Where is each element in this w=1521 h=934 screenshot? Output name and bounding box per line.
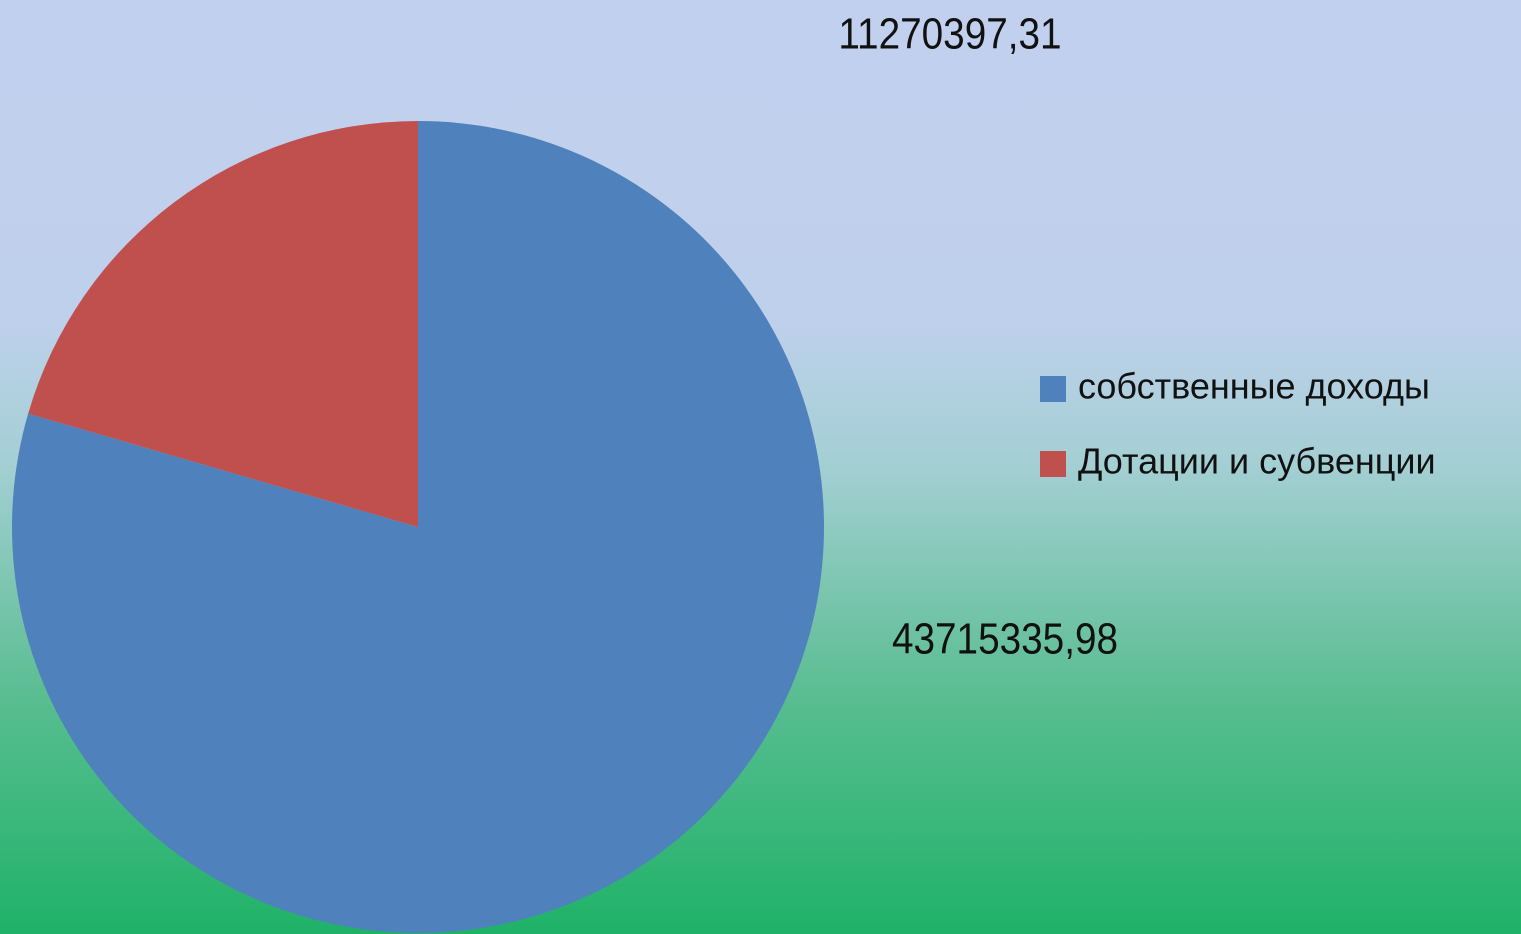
data-label: 11270397,31 <box>838 8 1061 58</box>
data-label: 43715335,98 <box>892 613 1118 663</box>
legend-swatch <box>1040 376 1066 402</box>
pie-slice <box>28 121 419 527</box>
legend-swatch <box>1040 451 1066 477</box>
legend-label: собственные доходы <box>1078 366 1430 407</box>
legend-label: Дотации и субвенции <box>1078 441 1436 482</box>
pie-slice <box>11 121 824 933</box>
